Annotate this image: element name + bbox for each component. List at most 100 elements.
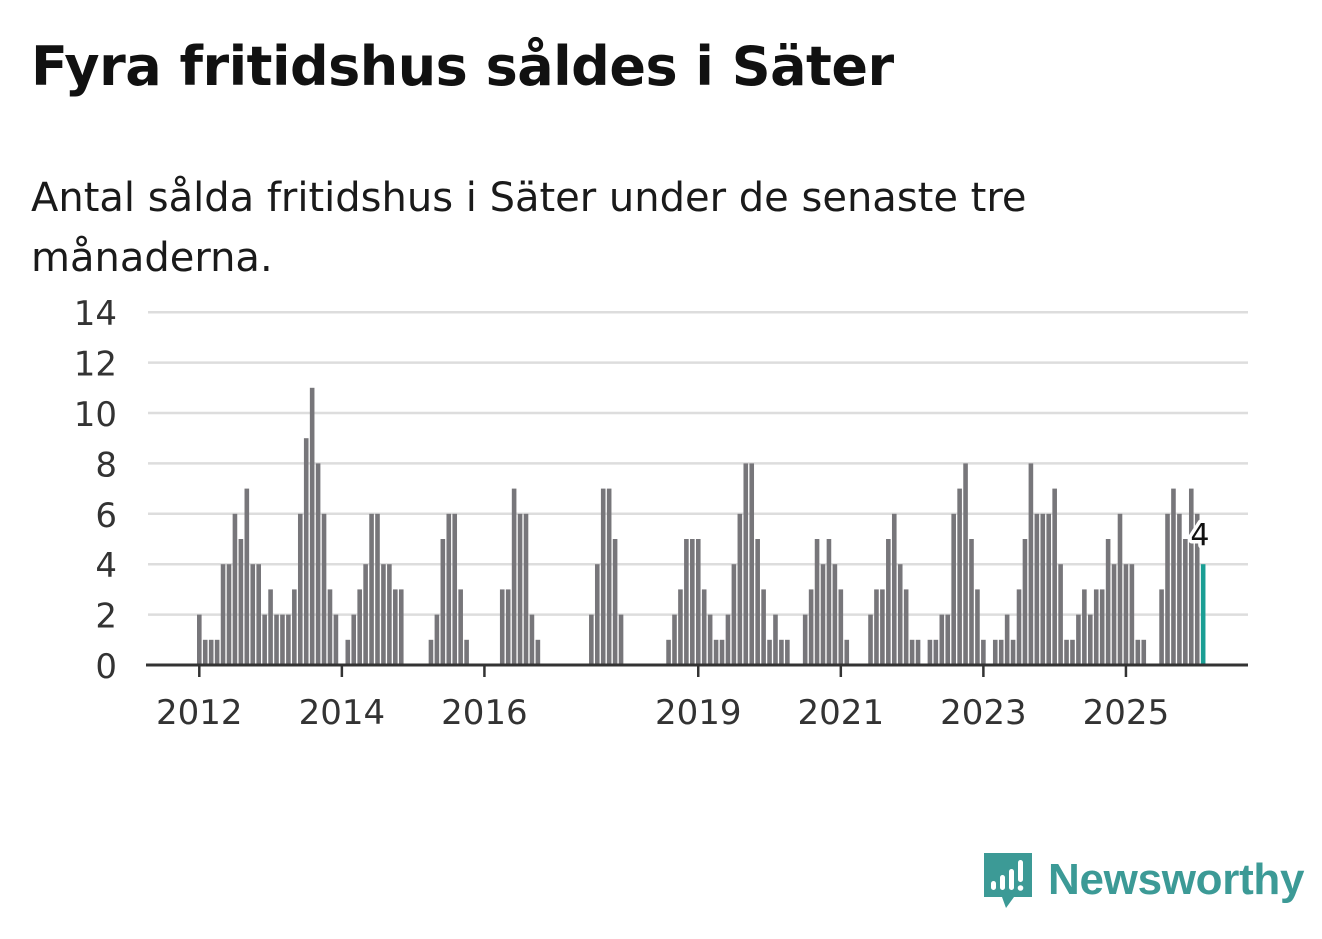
bar: [713, 639, 719, 665]
bar: [695, 539, 701, 665]
y-tick-label: 0: [95, 647, 117, 687]
bar: [897, 564, 903, 665]
bar: [1046, 513, 1052, 665]
bar: [268, 589, 273, 665]
bar: [1064, 639, 1069, 665]
bar: [767, 639, 772, 665]
bar: [375, 513, 380, 665]
x-tick-label: 2019: [655, 693, 742, 733]
bar: [345, 639, 351, 665]
bar: [517, 513, 523, 665]
bar: [1016, 589, 1022, 665]
bar: [1093, 589, 1099, 665]
data-label-last: 4: [1190, 518, 1209, 553]
x-tick-label: 2014: [299, 693, 386, 733]
bar: [755, 539, 760, 665]
bar: [535, 639, 541, 665]
bar: [297, 513, 303, 665]
bar: [886, 539, 891, 665]
bar: [975, 589, 980, 665]
x-tick-label: 2021: [798, 693, 885, 733]
bar: [915, 639, 921, 665]
bar: [933, 639, 939, 665]
bar: [363, 564, 368, 665]
bar: [1010, 639, 1016, 665]
bar-highlight: [1200, 564, 1206, 665]
bar: [927, 639, 933, 665]
bar: [600, 488, 606, 665]
bar: [612, 539, 618, 665]
page-title: Fyra fritidshus såldes i Säter: [31, 35, 894, 98]
x-tick-label: 2025: [1083, 693, 1170, 733]
y-tick-label: 12: [74, 345, 117, 385]
bar: [594, 564, 600, 665]
bar: [838, 589, 844, 665]
bar: [214, 639, 220, 665]
bar: [1188, 488, 1194, 665]
chart-subtitle: Antal sålda fritidshus i Säter under de …: [31, 175, 1027, 281]
bar: [1135, 639, 1141, 665]
y-tick-label: 4: [95, 546, 117, 586]
bar: [957, 488, 962, 665]
bar: [292, 589, 297, 665]
newsworthy-logo-icon: [984, 853, 1032, 908]
bar: [250, 564, 256, 665]
bar: [690, 539, 695, 665]
bar: [505, 589, 511, 665]
bar: [951, 513, 956, 665]
bar: [701, 589, 707, 665]
bar: [381, 564, 386, 665]
bar: [981, 639, 986, 665]
y-tick-label: 6: [95, 496, 117, 536]
bar: [434, 614, 440, 665]
bar: [1123, 564, 1129, 665]
bar: [1141, 639, 1147, 665]
bar: [286, 614, 291, 665]
bar: [725, 614, 731, 665]
bar: [832, 564, 838, 665]
bar: [1052, 488, 1057, 665]
bar: [785, 639, 790, 665]
bar: [1070, 639, 1075, 665]
bar: [238, 539, 244, 665]
bar-chart: 0 2 4 6 8 10 12 14 2012 2014 2016 2019 2021 2023 2025 4: [74, 294, 1248, 733]
bar: [208, 639, 214, 665]
bar: [802, 614, 808, 665]
bar: [868, 614, 873, 665]
bar: [446, 513, 452, 665]
bar: [844, 639, 850, 665]
bar: [903, 589, 909, 665]
bar: [1177, 513, 1182, 665]
bar: [684, 539, 689, 665]
bar: [666, 639, 671, 665]
bar: [606, 488, 612, 665]
bar: [428, 639, 434, 665]
bar: [779, 639, 784, 665]
bar: [1028, 463, 1034, 665]
brand-logo: Newsworthy: [980, 850, 1304, 910]
x-tick-label: 2012: [156, 693, 243, 733]
bar: [963, 463, 968, 665]
bar: [909, 639, 915, 665]
bar: [511, 488, 517, 665]
bar: [1117, 513, 1123, 665]
bar: [1159, 589, 1164, 665]
bar: [303, 438, 309, 665]
bar: [369, 513, 374, 665]
bar: [1194, 513, 1200, 665]
bar: [523, 513, 529, 665]
bar: [398, 589, 404, 665]
y-tick-label: 8: [95, 445, 117, 485]
y-tick-label: 2: [95, 597, 117, 637]
bar: [1165, 513, 1170, 665]
bar: [1183, 539, 1188, 665]
bar: [529, 614, 535, 665]
bar: [393, 589, 398, 665]
bar: [743, 463, 749, 665]
bar: [315, 463, 321, 665]
y-tick-label: 14: [74, 294, 117, 334]
bar: [814, 539, 820, 665]
bar: [327, 589, 333, 665]
x-tick-label: 2016: [441, 693, 528, 733]
bar: [737, 513, 743, 665]
